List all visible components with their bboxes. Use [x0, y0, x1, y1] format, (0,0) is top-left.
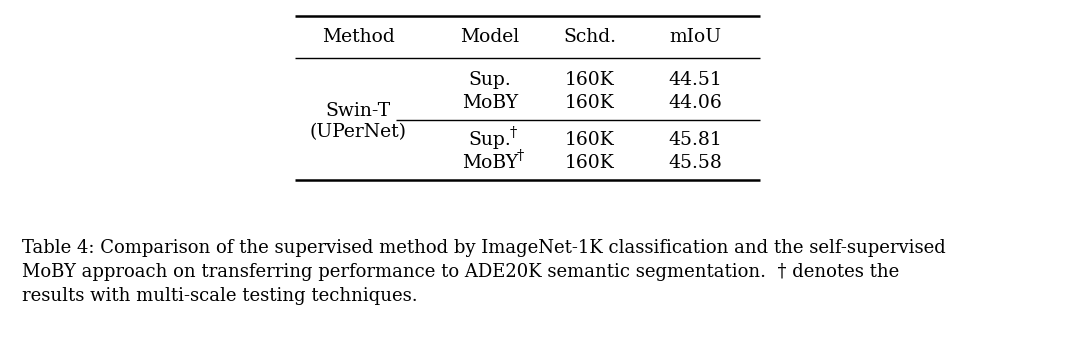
Text: 45.81: 45.81 [669, 131, 721, 149]
Text: 160K: 160K [565, 154, 615, 172]
Text: Schd.: Schd. [564, 28, 617, 46]
Text: 45.58: 45.58 [669, 154, 721, 172]
Text: 160K: 160K [565, 94, 615, 112]
Text: (UPerNet): (UPerNet) [310, 123, 406, 142]
Text: Method: Method [322, 28, 394, 46]
Text: Swin-T: Swin-T [325, 102, 391, 121]
Text: mIoU: mIoU [669, 28, 721, 46]
Text: 44.51: 44.51 [669, 71, 721, 89]
Text: †: † [517, 149, 524, 163]
Text: Model: Model [460, 28, 519, 46]
Text: Table 4: Comparison of the supervised method by ImageNet-1K classification and t: Table 4: Comparison of the supervised me… [22, 239, 946, 257]
Text: 160K: 160K [565, 71, 615, 89]
Text: †: † [510, 126, 517, 140]
Text: MoBY approach on transferring performance to ADE20K semantic segmentation.  † de: MoBY approach on transferring performanc… [22, 263, 900, 281]
Text: Sup.: Sup. [469, 131, 511, 149]
Text: MoBY: MoBY [462, 94, 518, 112]
Text: MoBY: MoBY [462, 154, 518, 172]
Text: 160K: 160K [565, 131, 615, 149]
Text: results with multi-scale testing techniques.: results with multi-scale testing techniq… [22, 287, 418, 305]
Text: Sup.: Sup. [469, 71, 511, 89]
Text: 44.06: 44.06 [669, 94, 721, 112]
